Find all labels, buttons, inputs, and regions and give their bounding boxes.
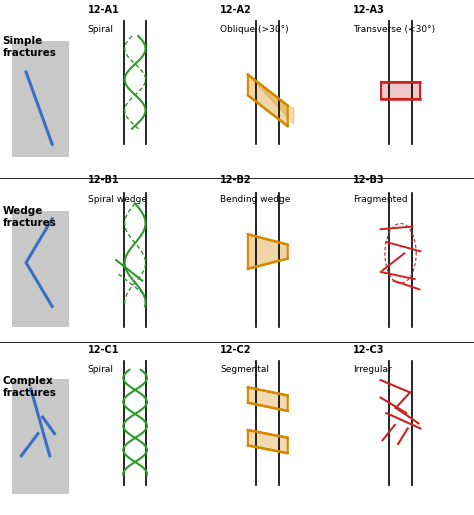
Polygon shape [381,82,420,99]
Text: 12-C2: 12-C2 [220,345,252,355]
Bar [12,211,69,327]
Text: Spiral: Spiral [88,25,114,33]
Text: 12-B3: 12-B3 [353,175,385,185]
Text: 12-C1: 12-C1 [88,345,119,355]
Text: 12-B2: 12-B2 [220,175,252,185]
Text: 12-C3: 12-C3 [353,345,384,355]
Text: 12-A2: 12-A2 [220,5,252,15]
Polygon shape [248,234,288,269]
Bar [12,41,69,157]
Polygon shape [248,75,288,126]
Text: Simple
fractures: Simple fractures [2,36,56,58]
Text: 12-B1: 12-B1 [88,175,119,185]
Text: Segmental: Segmental [220,365,269,373]
Text: Fragmented: Fragmented [353,195,408,203]
Polygon shape [248,387,288,411]
Text: 12-A3: 12-A3 [353,5,385,15]
Text: Irregular: Irregular [353,365,392,373]
Polygon shape [248,75,294,124]
Bar [12,379,69,494]
Polygon shape [248,430,288,453]
Text: Transverse (<30°): Transverse (<30°) [353,25,435,33]
Text: Oblique (>30°): Oblique (>30°) [220,25,289,33]
Text: 12-A1: 12-A1 [88,5,119,15]
Text: Spiral: Spiral [88,365,114,373]
Text: Spiral wedge: Spiral wedge [88,195,146,203]
Text: Bending wedge: Bending wedge [220,195,291,203]
Text: Complex
fractures: Complex fractures [2,376,56,398]
Text: Wedge
fractures: Wedge fractures [2,206,56,228]
